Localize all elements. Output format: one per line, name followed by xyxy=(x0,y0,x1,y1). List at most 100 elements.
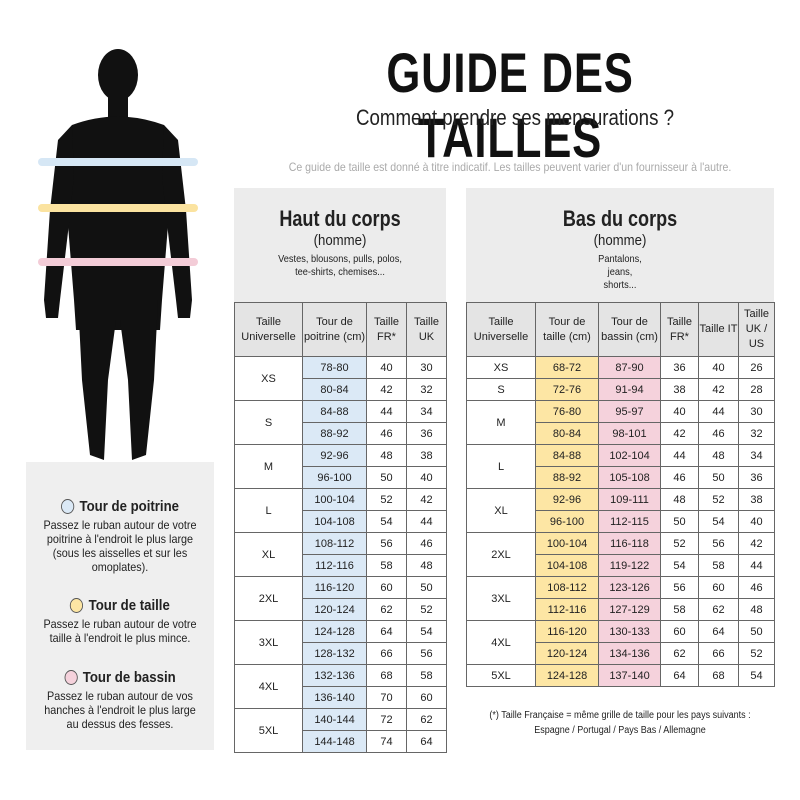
cell: 52 xyxy=(406,598,447,621)
cell: 116-120 xyxy=(302,576,367,599)
row: S 84-88 44 34 xyxy=(234,400,447,445)
cell: 50 xyxy=(366,466,407,489)
cell: 91-94 xyxy=(598,378,661,401)
measure-title: Tour de bassin xyxy=(82,669,176,686)
chest-band xyxy=(38,158,198,166)
cell: 32 xyxy=(406,378,447,401)
cell: 66 xyxy=(366,642,407,665)
size-cell: XS xyxy=(466,356,536,379)
cell: 88-92 xyxy=(535,466,599,489)
size-cell: XL xyxy=(466,488,536,533)
cell: 88-92 xyxy=(302,422,367,445)
cell: 26 xyxy=(738,356,775,379)
silhouette xyxy=(38,49,198,460)
cell: 48 xyxy=(366,444,407,467)
size-cell: M xyxy=(234,444,303,489)
cell: 46 xyxy=(406,532,447,555)
row: L 100-104 52 42 xyxy=(234,488,447,533)
column-header: Tour de taille (cm) xyxy=(535,302,599,357)
cell: 42 xyxy=(660,422,699,445)
row: 88-92 46 36 xyxy=(235,422,447,445)
cell: 70 xyxy=(366,686,407,709)
size-cell: 4XL xyxy=(234,664,303,709)
cell: 62 xyxy=(698,598,739,621)
cell: 74 xyxy=(366,730,407,753)
cell: 100-104 xyxy=(535,532,599,555)
cell: 54 xyxy=(660,554,699,577)
column-header: Taille Universelle xyxy=(466,302,536,357)
cell: 42 xyxy=(366,378,407,401)
cell: 56 xyxy=(406,642,447,665)
row: M 92-96 48 38 xyxy=(234,444,447,489)
hip-band xyxy=(38,258,198,266)
cell: 46 xyxy=(738,576,775,599)
column-header: Taille IT xyxy=(698,302,739,357)
cell: 68 xyxy=(698,664,739,687)
row: S 72-76 91-94 38 42 28 xyxy=(466,378,775,401)
row: 112-116 127-129 58 62 48 xyxy=(467,598,775,621)
cell: 105-108 xyxy=(598,466,661,489)
size-cell: S xyxy=(466,378,536,401)
panel-description: Pantalons, jeans, shorts... xyxy=(598,253,642,291)
cell: 64 xyxy=(660,664,699,687)
title: GUIDE DES TAILLES xyxy=(386,41,634,169)
cell: 78-80 xyxy=(302,356,367,379)
bottom-table: Taille Universelle Tour de taille (cm) Tou… xyxy=(466,302,775,687)
cell: 144-148 xyxy=(302,730,367,753)
cell: 100-104 xyxy=(302,488,367,511)
row: 3XL 108-112 123-126 56 60 46 xyxy=(466,576,775,621)
panel-title: Bas du corps xyxy=(562,206,678,231)
subtitle: Comment prendre ses mensurations ? xyxy=(355,105,675,130)
bottom-panel: Bas du corps (homme) Pantalons, jeans, s… xyxy=(466,188,774,302)
column-header: Taille UK / US xyxy=(738,302,775,357)
row: 4XL 132-136 68 58 xyxy=(234,664,447,709)
cell: 52 xyxy=(660,532,699,555)
measure-title: Tour de poitrine xyxy=(79,498,179,515)
cell: 42 xyxy=(698,378,739,401)
row: 88-92 105-108 46 50 36 xyxy=(467,466,775,489)
cell: 87-90 xyxy=(598,356,661,379)
row: 4XL 116-120 130-133 60 64 50 xyxy=(466,620,775,665)
cell: 36 xyxy=(406,422,447,445)
cell: 44 xyxy=(660,444,699,467)
cell: 54 xyxy=(366,510,407,533)
cell: 98-101 xyxy=(598,422,661,445)
cell: 72 xyxy=(366,708,407,731)
cell: 34 xyxy=(738,444,775,467)
cell: 64 xyxy=(698,620,739,643)
cell: 119-122 xyxy=(598,554,661,577)
row: XL 92-96 109-111 48 52 38 xyxy=(466,488,775,533)
row: XS 68-72 87-90 36 40 26 xyxy=(466,356,775,379)
panel-description: Vestes, blousons, pulls, polos, tee-shir… xyxy=(278,253,402,278)
footnote-line: Espagne / Portugal / Pays Bas / Allemagn… xyxy=(534,725,706,736)
cell: 58 xyxy=(366,554,407,577)
cell: 62 xyxy=(406,708,447,731)
cell: 58 xyxy=(698,554,739,577)
cell: 36 xyxy=(738,466,775,489)
column-header: Taille FR* xyxy=(660,302,699,357)
row: M 76-80 95-97 40 44 30 xyxy=(466,400,775,445)
cell: 46 xyxy=(660,466,699,489)
size-cell: L xyxy=(234,488,303,533)
size-cell: 3XL xyxy=(234,620,303,665)
cell: 60 xyxy=(698,576,739,599)
row: 96-100 50 40 xyxy=(235,466,447,489)
cell: 95-97 xyxy=(598,400,661,423)
cell: 120-124 xyxy=(302,598,367,621)
cell: 128-132 xyxy=(302,642,367,665)
cell: 124-128 xyxy=(302,620,367,643)
cell: 40 xyxy=(366,356,407,379)
size-cell: 5XL xyxy=(234,708,303,753)
cell: 40 xyxy=(406,466,447,489)
row: 136-140 70 60 xyxy=(235,686,447,709)
cell: 136-140 xyxy=(302,686,367,709)
measures-panel: Tour de poitrine Passez le ruban autour … xyxy=(26,462,214,750)
cell: 46 xyxy=(366,422,407,445)
size-cell: S xyxy=(234,400,303,445)
cell: 60 xyxy=(366,576,407,599)
cell: 137-140 xyxy=(598,664,661,687)
header-row: Taille Universelle Tour de taille (cm) Tou… xyxy=(466,302,775,357)
cell: 60 xyxy=(660,620,699,643)
cell: 30 xyxy=(738,400,775,423)
row: XL 108-112 56 46 xyxy=(234,532,447,577)
